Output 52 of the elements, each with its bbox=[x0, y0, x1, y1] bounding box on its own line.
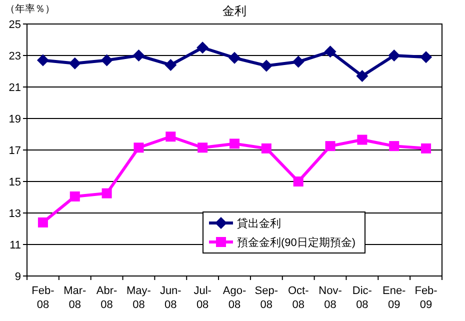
point bbox=[357, 134, 368, 145]
point bbox=[164, 58, 177, 71]
point bbox=[260, 60, 272, 72]
y-tick-label: 13 bbox=[8, 208, 21, 220]
point bbox=[166, 132, 176, 142]
x-tick-label: Feb-08 bbox=[32, 285, 55, 311]
point bbox=[70, 191, 80, 202]
point bbox=[389, 141, 400, 152]
x-tick-label: Jun-08 bbox=[160, 285, 182, 311]
point bbox=[324, 46, 336, 58]
x-tick-label: Sep-08 bbox=[254, 285, 278, 311]
x-tick-label: Nov-08 bbox=[318, 285, 342, 311]
point bbox=[100, 54, 113, 66]
x-tick-label: Ago-08 bbox=[222, 285, 246, 311]
y-tick-label: 21 bbox=[8, 82, 21, 94]
point bbox=[325, 141, 336, 152]
y-tick-label: 23 bbox=[8, 50, 21, 62]
x-tick-label: May-08 bbox=[126, 285, 152, 311]
legend-label: 預金金利(90日定期預金) bbox=[237, 236, 356, 249]
point bbox=[293, 176, 304, 186]
point bbox=[388, 50, 400, 62]
point bbox=[132, 50, 145, 62]
x-tick-label: Abr-08 bbox=[96, 285, 118, 311]
point bbox=[292, 56, 304, 68]
point bbox=[102, 188, 112, 198]
point bbox=[420, 51, 432, 64]
y-tick-label: 17 bbox=[8, 145, 21, 157]
point bbox=[68, 57, 81, 70]
legend-label: 貸出金利 bbox=[237, 217, 281, 230]
y-axis-title: （年率％） bbox=[5, 3, 55, 15]
y-tick-label: 25 bbox=[8, 19, 21, 31]
point bbox=[261, 143, 272, 154]
y-tick-label: 15 bbox=[8, 176, 21, 188]
point bbox=[196, 42, 209, 54]
x-tick-label: Oct-08 bbox=[288, 285, 310, 311]
point bbox=[230, 138, 240, 149]
point bbox=[38, 217, 48, 228]
y-tick-label: 19 bbox=[8, 114, 21, 126]
x-tick-label: Dic-08 bbox=[352, 285, 372, 311]
point bbox=[228, 52, 240, 64]
x-tick-label: Mar-08 bbox=[64, 285, 87, 311]
y-tick-label: 11 bbox=[10, 240, 21, 252]
x-tick-label: Ene-09 bbox=[382, 285, 406, 311]
point bbox=[134, 142, 144, 153]
point bbox=[421, 143, 432, 154]
point bbox=[36, 54, 49, 66]
y-tick-label: 9 bbox=[14, 271, 21, 283]
x-tick-label: Feb-09 bbox=[414, 285, 438, 311]
chart-title: 金利 bbox=[222, 4, 246, 18]
point bbox=[198, 142, 208, 153]
point bbox=[356, 70, 368, 82]
x-tick-label: Jul-08 bbox=[194, 285, 212, 311]
